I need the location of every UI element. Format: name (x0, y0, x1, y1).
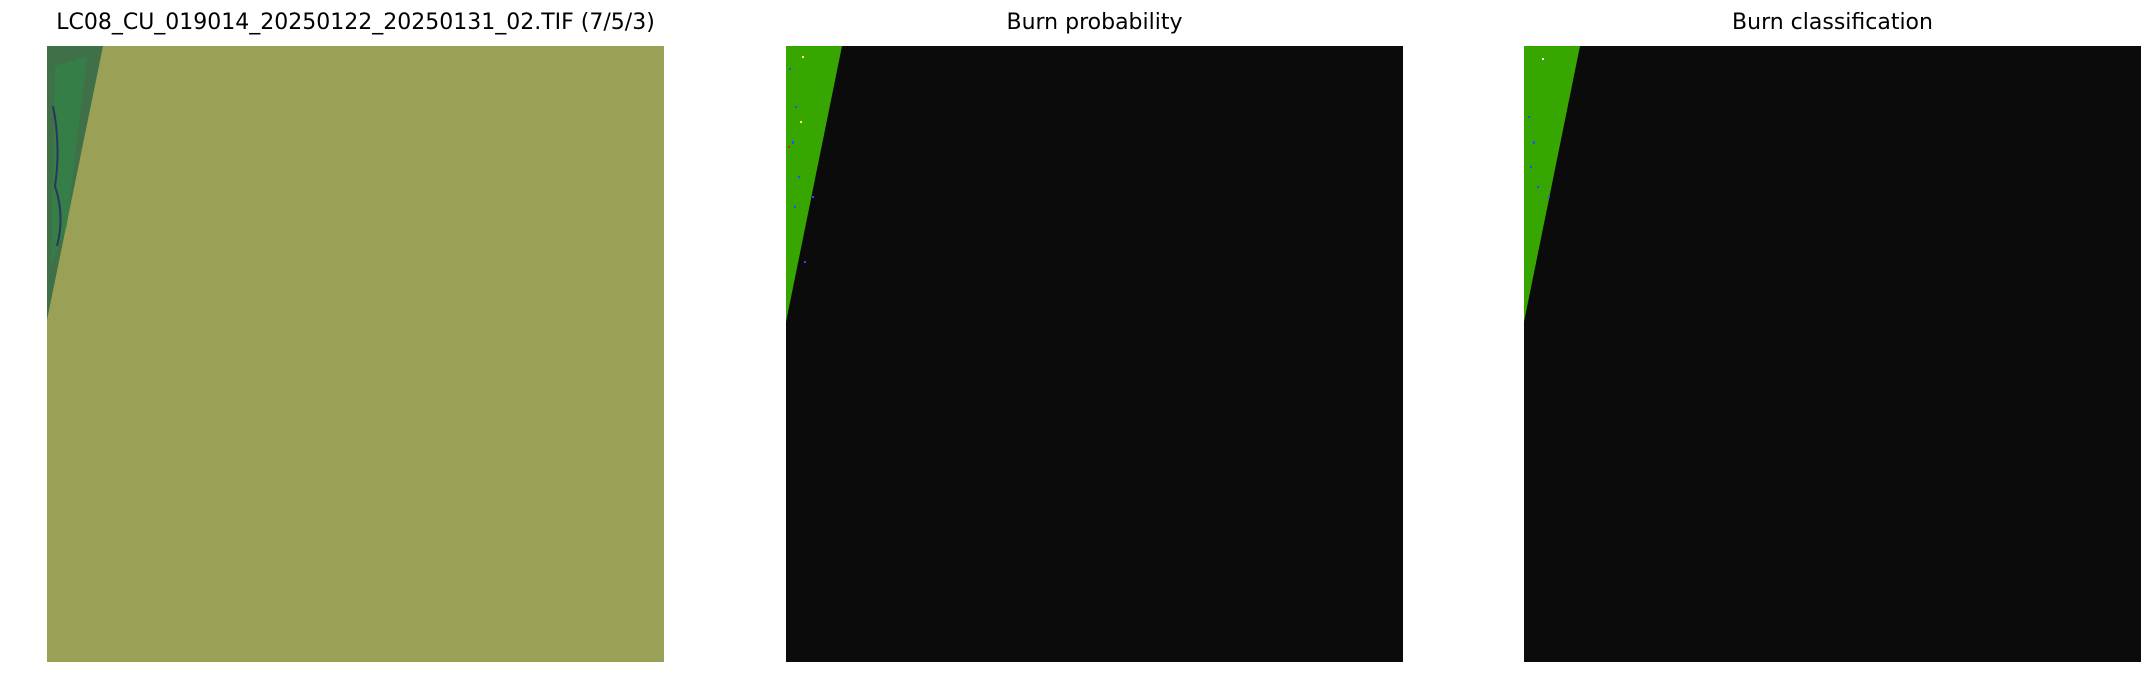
background (786, 46, 1403, 662)
panel-title: LC08_CU_019014_20250122_20250131_02.TIF … (56, 10, 655, 35)
valid-strip (1524, 46, 1580, 322)
burn-probability-image (786, 46, 1403, 662)
panel-title: Burn probability (1006, 10, 1183, 35)
nodata-fill (47, 46, 664, 662)
river (52, 105, 62, 247)
panel-title: Burn classification (1732, 10, 1933, 35)
panel-rgb-composite: LC08_CU_019014_20250122_20250131_02.TIF … (47, 0, 664, 676)
rgb-composite-image (47, 46, 664, 662)
speckles (1528, 58, 1550, 198)
panel-burn-classification: Burn classification (1524, 0, 2141, 676)
panel-burn-probability: Burn probability (786, 0, 1403, 676)
speckles (788, 56, 814, 263)
background (1524, 46, 2141, 662)
burn-classification-image (1524, 46, 2141, 662)
valid-strip (786, 46, 842, 322)
